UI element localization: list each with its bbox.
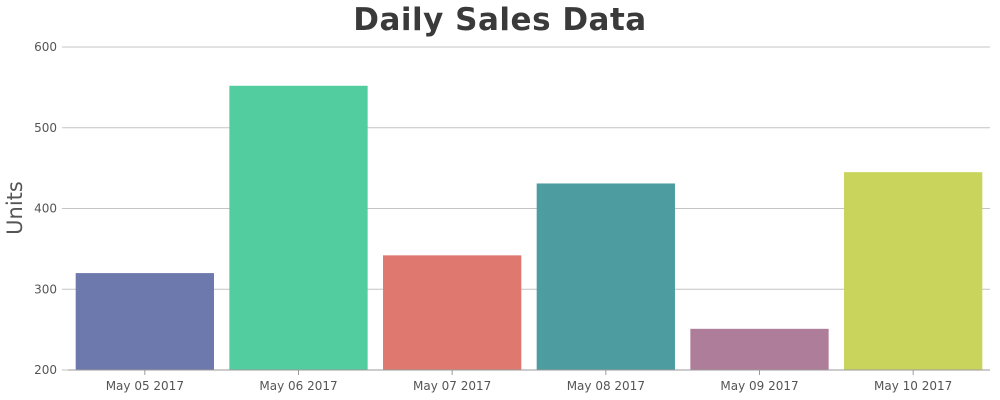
x-tick-label: May 07 2017 (413, 379, 491, 393)
x-tick-label: May 05 2017 (106, 379, 184, 393)
y-tick-label: 500 (34, 121, 57, 135)
bar (690, 328, 829, 370)
bar (844, 172, 983, 370)
bar (383, 255, 522, 370)
y-tick-label: 600 (34, 40, 57, 54)
bar (229, 85, 368, 370)
x-tick-label: May 08 2017 (567, 379, 645, 393)
x-tick-label: May 09 2017 (720, 379, 798, 393)
x-tick-label: May 10 2017 (874, 379, 952, 393)
x-tick-label: May 06 2017 (259, 379, 337, 393)
bar (536, 183, 675, 370)
y-tick-label: 400 (34, 202, 57, 216)
bar (75, 273, 214, 370)
y-tick-label: 300 (34, 282, 57, 296)
chart-title: Daily Sales Data (353, 2, 647, 38)
y-tick-label: 200 (34, 363, 57, 377)
